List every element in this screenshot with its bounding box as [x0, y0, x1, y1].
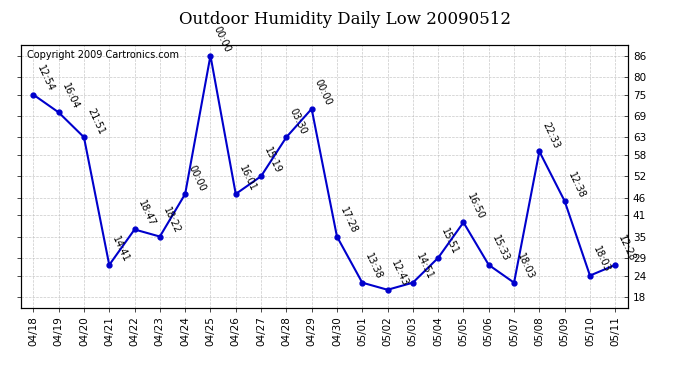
Text: 00:00: 00:00: [212, 25, 233, 54]
Text: 00:00: 00:00: [186, 163, 207, 193]
Text: 12:28: 12:28: [617, 234, 638, 264]
Text: 18:47: 18:47: [136, 199, 157, 228]
Text: 13:38: 13:38: [364, 252, 384, 281]
Text: 15:19: 15:19: [262, 146, 284, 175]
Text: 12:38: 12:38: [566, 170, 587, 200]
Text: 18:03: 18:03: [591, 245, 612, 274]
Text: 21:51: 21:51: [86, 106, 106, 136]
Text: 00:00: 00:00: [313, 78, 334, 108]
Text: 15:51: 15:51: [440, 227, 460, 256]
Text: 16:04: 16:04: [60, 82, 81, 111]
Text: 16:01: 16:01: [237, 163, 258, 193]
Text: Outdoor Humidity Daily Low 20090512: Outdoor Humidity Daily Low 20090512: [179, 11, 511, 28]
Text: 18:22: 18:22: [161, 206, 182, 235]
Text: 12:43: 12:43: [389, 259, 410, 288]
Text: 22:33: 22:33: [541, 120, 562, 150]
Text: 18:03: 18:03: [515, 252, 536, 281]
Text: 14:41: 14:41: [110, 234, 131, 264]
Text: 12:54: 12:54: [34, 64, 56, 93]
Text: 15:33: 15:33: [490, 234, 511, 264]
Text: 17:28: 17:28: [338, 206, 359, 235]
Text: Copyright 2009 Cartronics.com: Copyright 2009 Cartronics.com: [27, 50, 179, 60]
Text: 14:51: 14:51: [414, 252, 435, 281]
Text: 16:50: 16:50: [465, 192, 486, 221]
Text: 03:30: 03:30: [288, 106, 308, 136]
